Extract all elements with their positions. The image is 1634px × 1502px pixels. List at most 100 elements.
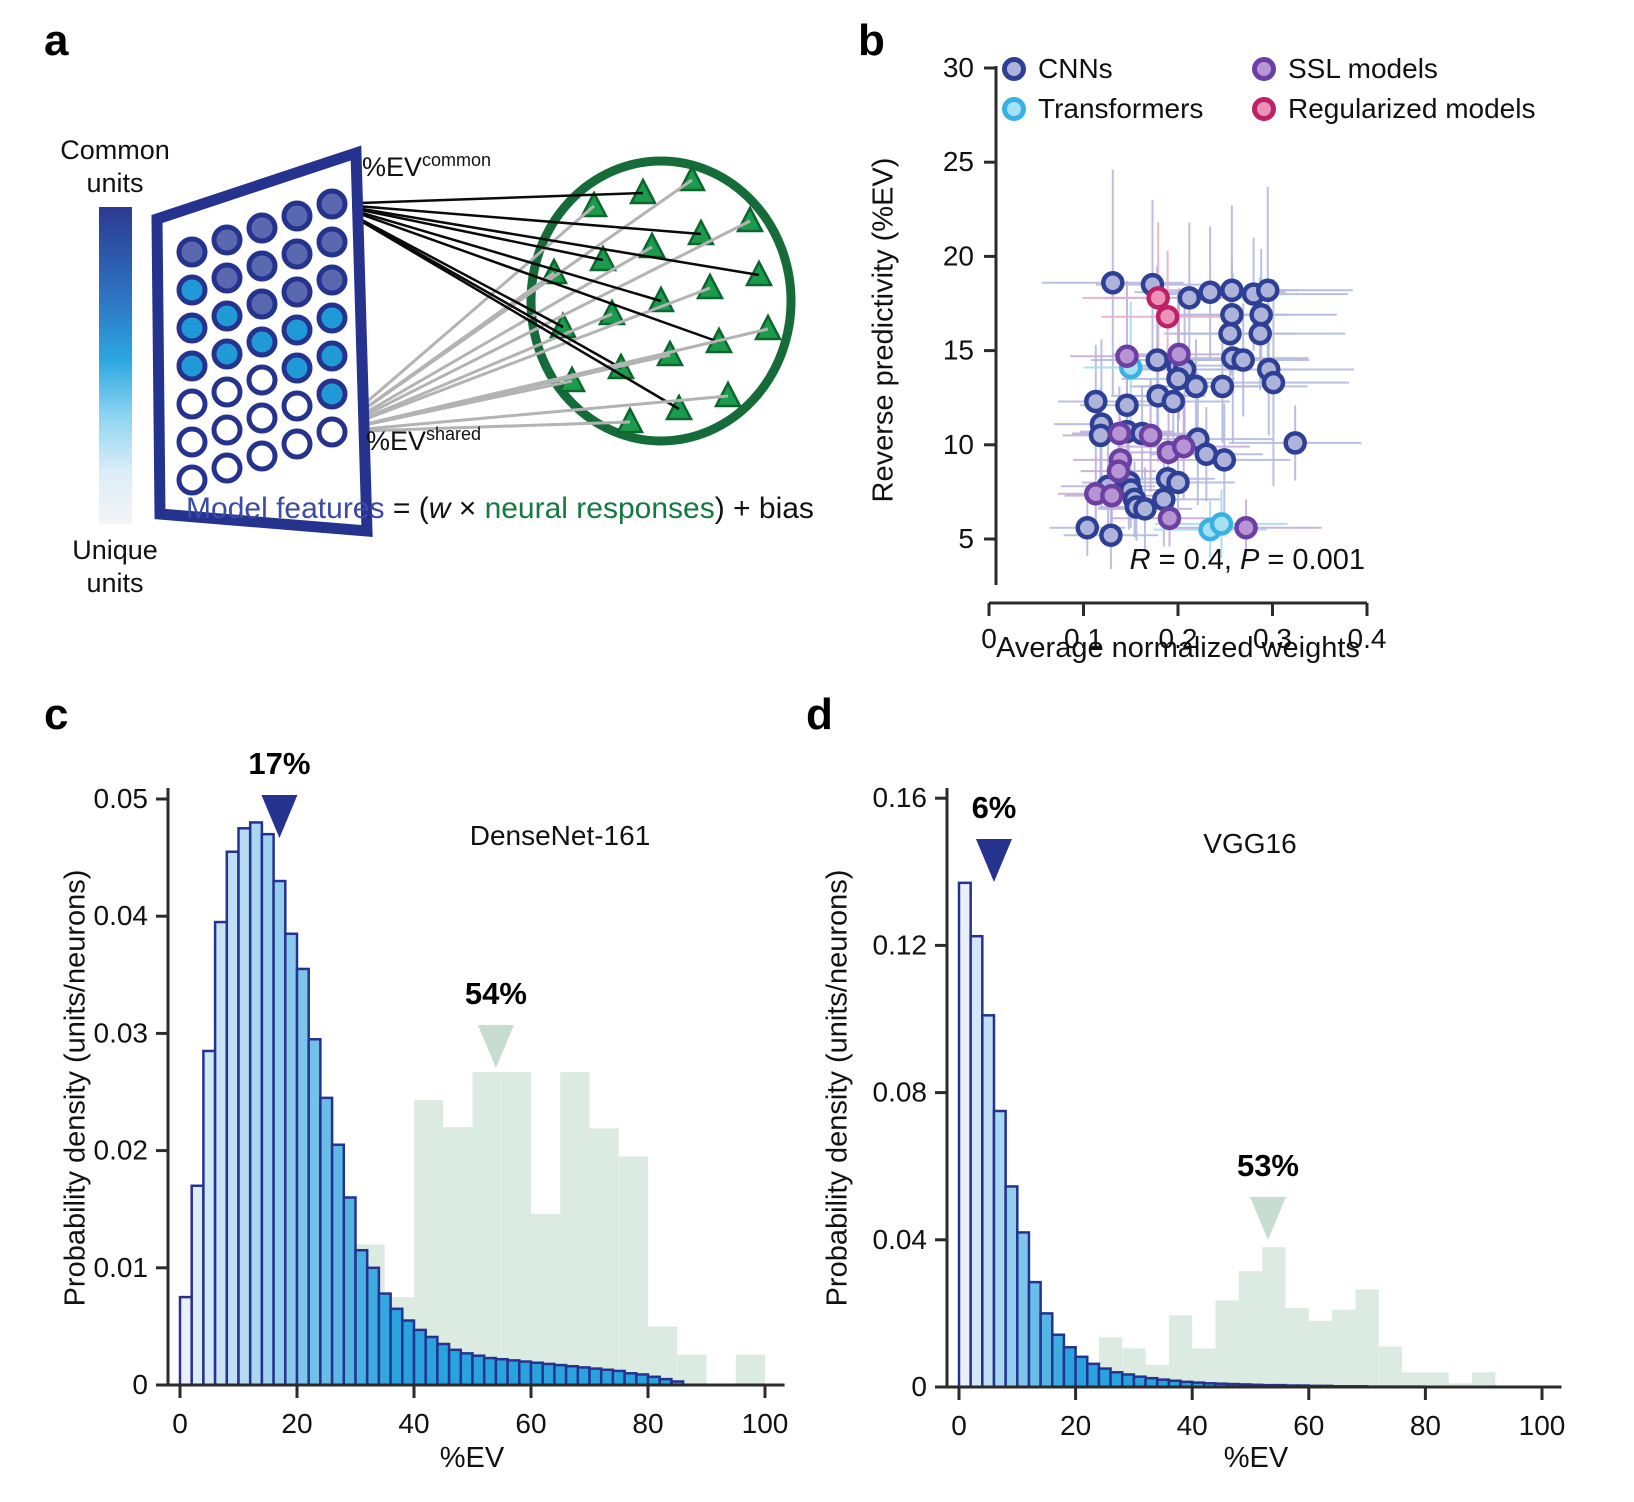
- annotation-r: R: [1129, 544, 1151, 576]
- blue-histogram-bar: [969, 934, 984, 1389]
- c-x-axis-title: %EV: [439, 1442, 505, 1474]
- panel-b-label: b: [858, 16, 885, 65]
- feature-unit-circle: [246, 212, 278, 244]
- formula-model-features: Model features: [186, 492, 385, 525]
- green-histogram-bar: [1168, 1315, 1193, 1387]
- scatter-point-cnn: [1115, 393, 1139, 417]
- scatter-point-cnn: [1283, 431, 1307, 455]
- b-error-bars: [1041, 169, 1362, 570]
- b-y-tick-label: 30: [943, 52, 974, 83]
- blue-histogram-bar: [272, 879, 287, 1387]
- colorbar-bottom-label: Unique units: [72, 535, 158, 598]
- blue-histogram-bar: [1097, 1367, 1112, 1389]
- feature-unit-circle: [176, 426, 208, 458]
- blue-histogram-bar: [178, 1295, 193, 1387]
- b-x-tick-label: 0.1: [1064, 623, 1103, 654]
- legend-item-transformer: Transformers: [1002, 93, 1203, 124]
- feature-unit-circle: [316, 378, 348, 410]
- scatter-point-cnn: [1099, 523, 1123, 547]
- b-x-tick-label: 0.4: [1348, 623, 1387, 654]
- scatter-point-cnn: [1184, 374, 1208, 399]
- blue-histogram-bar: [1027, 1280, 1042, 1389]
- scatter-point-regularized: [1155, 304, 1180, 329]
- legend-label-cnn: CNNs: [1038, 53, 1113, 84]
- green-histogram-bar: [618, 1156, 648, 1385]
- neuron-triangle-icon: [628, 177, 658, 205]
- ev-shared-line: [331, 286, 711, 434]
- panel-d-histogram-green-bars: [1075, 1247, 1496, 1387]
- formula-times: ×: [450, 492, 485, 525]
- green-histogram-bar: [1425, 1372, 1449, 1387]
- scatter-point-ssl: [1138, 423, 1163, 448]
- c-green-peak-label: 54%: [464, 976, 527, 1011]
- annotation-p-value: = 0.001: [1259, 544, 1365, 576]
- feature-unit-circle: [316, 188, 348, 220]
- blue-histogram-bar: [412, 1328, 427, 1387]
- feature-unit-circle: [281, 352, 313, 384]
- blue-histogram-bar: [447, 1348, 463, 1387]
- scatter-point-cnn: [1166, 470, 1190, 495]
- scatter-point-cnn: [1220, 303, 1244, 327]
- panel-c-histogram-y-tick-label: 0.05: [94, 783, 149, 814]
- scatter-point-cnn: [1220, 278, 1244, 303]
- blue-histogram-bar: [1039, 1312, 1054, 1389]
- scatter-point-cnn: [1145, 348, 1169, 372]
- scatter-point-cnn: [1161, 389, 1186, 414]
- scatter-point-cnn: [1198, 280, 1222, 304]
- panel-c-histogram-x-tick-label: 100: [742, 1408, 789, 1439]
- common-unique-colorbar: [99, 207, 132, 524]
- scatter-point-cnn: [1075, 515, 1100, 540]
- blue-histogram-bar: [1132, 1375, 1147, 1389]
- panel-d-histogram-x-tick-label: 80: [1410, 1410, 1441, 1441]
- blue-histogram-bar: [237, 827, 252, 1387]
- ev-common-line: [331, 202, 662, 303]
- panel-d-histogram-x-tick-label: 60: [1293, 1410, 1324, 1441]
- neuron-triangle-icon: [713, 380, 743, 408]
- panel-c-histogram-y-tick-label: 0: [132, 1369, 148, 1400]
- blue-histogram-bar: [260, 832, 275, 1387]
- feature-unit-circle: [316, 340, 348, 372]
- green-histogram-bar: [1262, 1247, 1286, 1387]
- feature-unit-circle: [246, 326, 278, 358]
- green-histogram-bar: [1448, 1383, 1473, 1387]
- scatter-point-transformer: [1209, 512, 1234, 536]
- blue-histogram-bar: [482, 1356, 498, 1387]
- annotation-p: P: [1240, 544, 1260, 576]
- blue-histogram-bar: [202, 1049, 217, 1387]
- ev-common-line: [331, 202, 720, 344]
- feature-unit-circle: [316, 416, 348, 448]
- d-blue-peak-label: 6%: [971, 790, 1017, 825]
- b-y-axis-title: Reverse predictivity (%EV): [867, 157, 900, 503]
- green-histogram-bar: [1332, 1309, 1356, 1387]
- blue-histogram-bar: [330, 1143, 346, 1387]
- panel-c-histogram-x-tick-label: 0: [172, 1408, 188, 1439]
- feature-unit-circle: [281, 276, 313, 308]
- panel-d-histogram-x-tick-label: 0: [951, 1410, 967, 1441]
- scatter-point-cnn: [1218, 321, 1242, 346]
- blue-histogram-bar: [1086, 1362, 1101, 1389]
- ev-common-sup: common: [422, 150, 492, 170]
- scatter-point-ssl: [1157, 506, 1182, 531]
- scatter-point-ssl: [1167, 342, 1191, 367]
- legend-label-regularized: Regularized models: [1288, 93, 1536, 124]
- blue-histogram-bar: [611, 1369, 626, 1387]
- legend-item-cnn: CNNs: [1002, 53, 1113, 84]
- panel-c-histogram-x-tick-label: 20: [281, 1408, 312, 1439]
- scatter-point-cnn: [1210, 374, 1235, 399]
- green-histogram-bar: [1308, 1320, 1333, 1387]
- blue-histogram-bar: [1062, 1346, 1077, 1389]
- b-y-tick-label: 15: [943, 335, 974, 366]
- scatter-point-ssl: [1100, 483, 1124, 508]
- blue-histogram-bar: [1004, 1185, 1019, 1389]
- ev-common-line: [331, 202, 680, 411]
- panel-d-histogram-blue-bars: [957, 881, 1427, 1389]
- feature-unit-circle: [246, 440, 278, 472]
- transformer-marker-icon: [1002, 97, 1026, 121]
- green-histogram-bar: [1192, 1348, 1216, 1387]
- scatter-point-cnn: [1084, 389, 1108, 414]
- panel-c-label: c: [44, 690, 69, 739]
- panel-d-histogram-y-tick-label: 0.08: [873, 1077, 928, 1108]
- panel-c-histogram-y-tick-label: 0.01: [94, 1252, 149, 1283]
- model-feature-grid: [151, 145, 373, 537]
